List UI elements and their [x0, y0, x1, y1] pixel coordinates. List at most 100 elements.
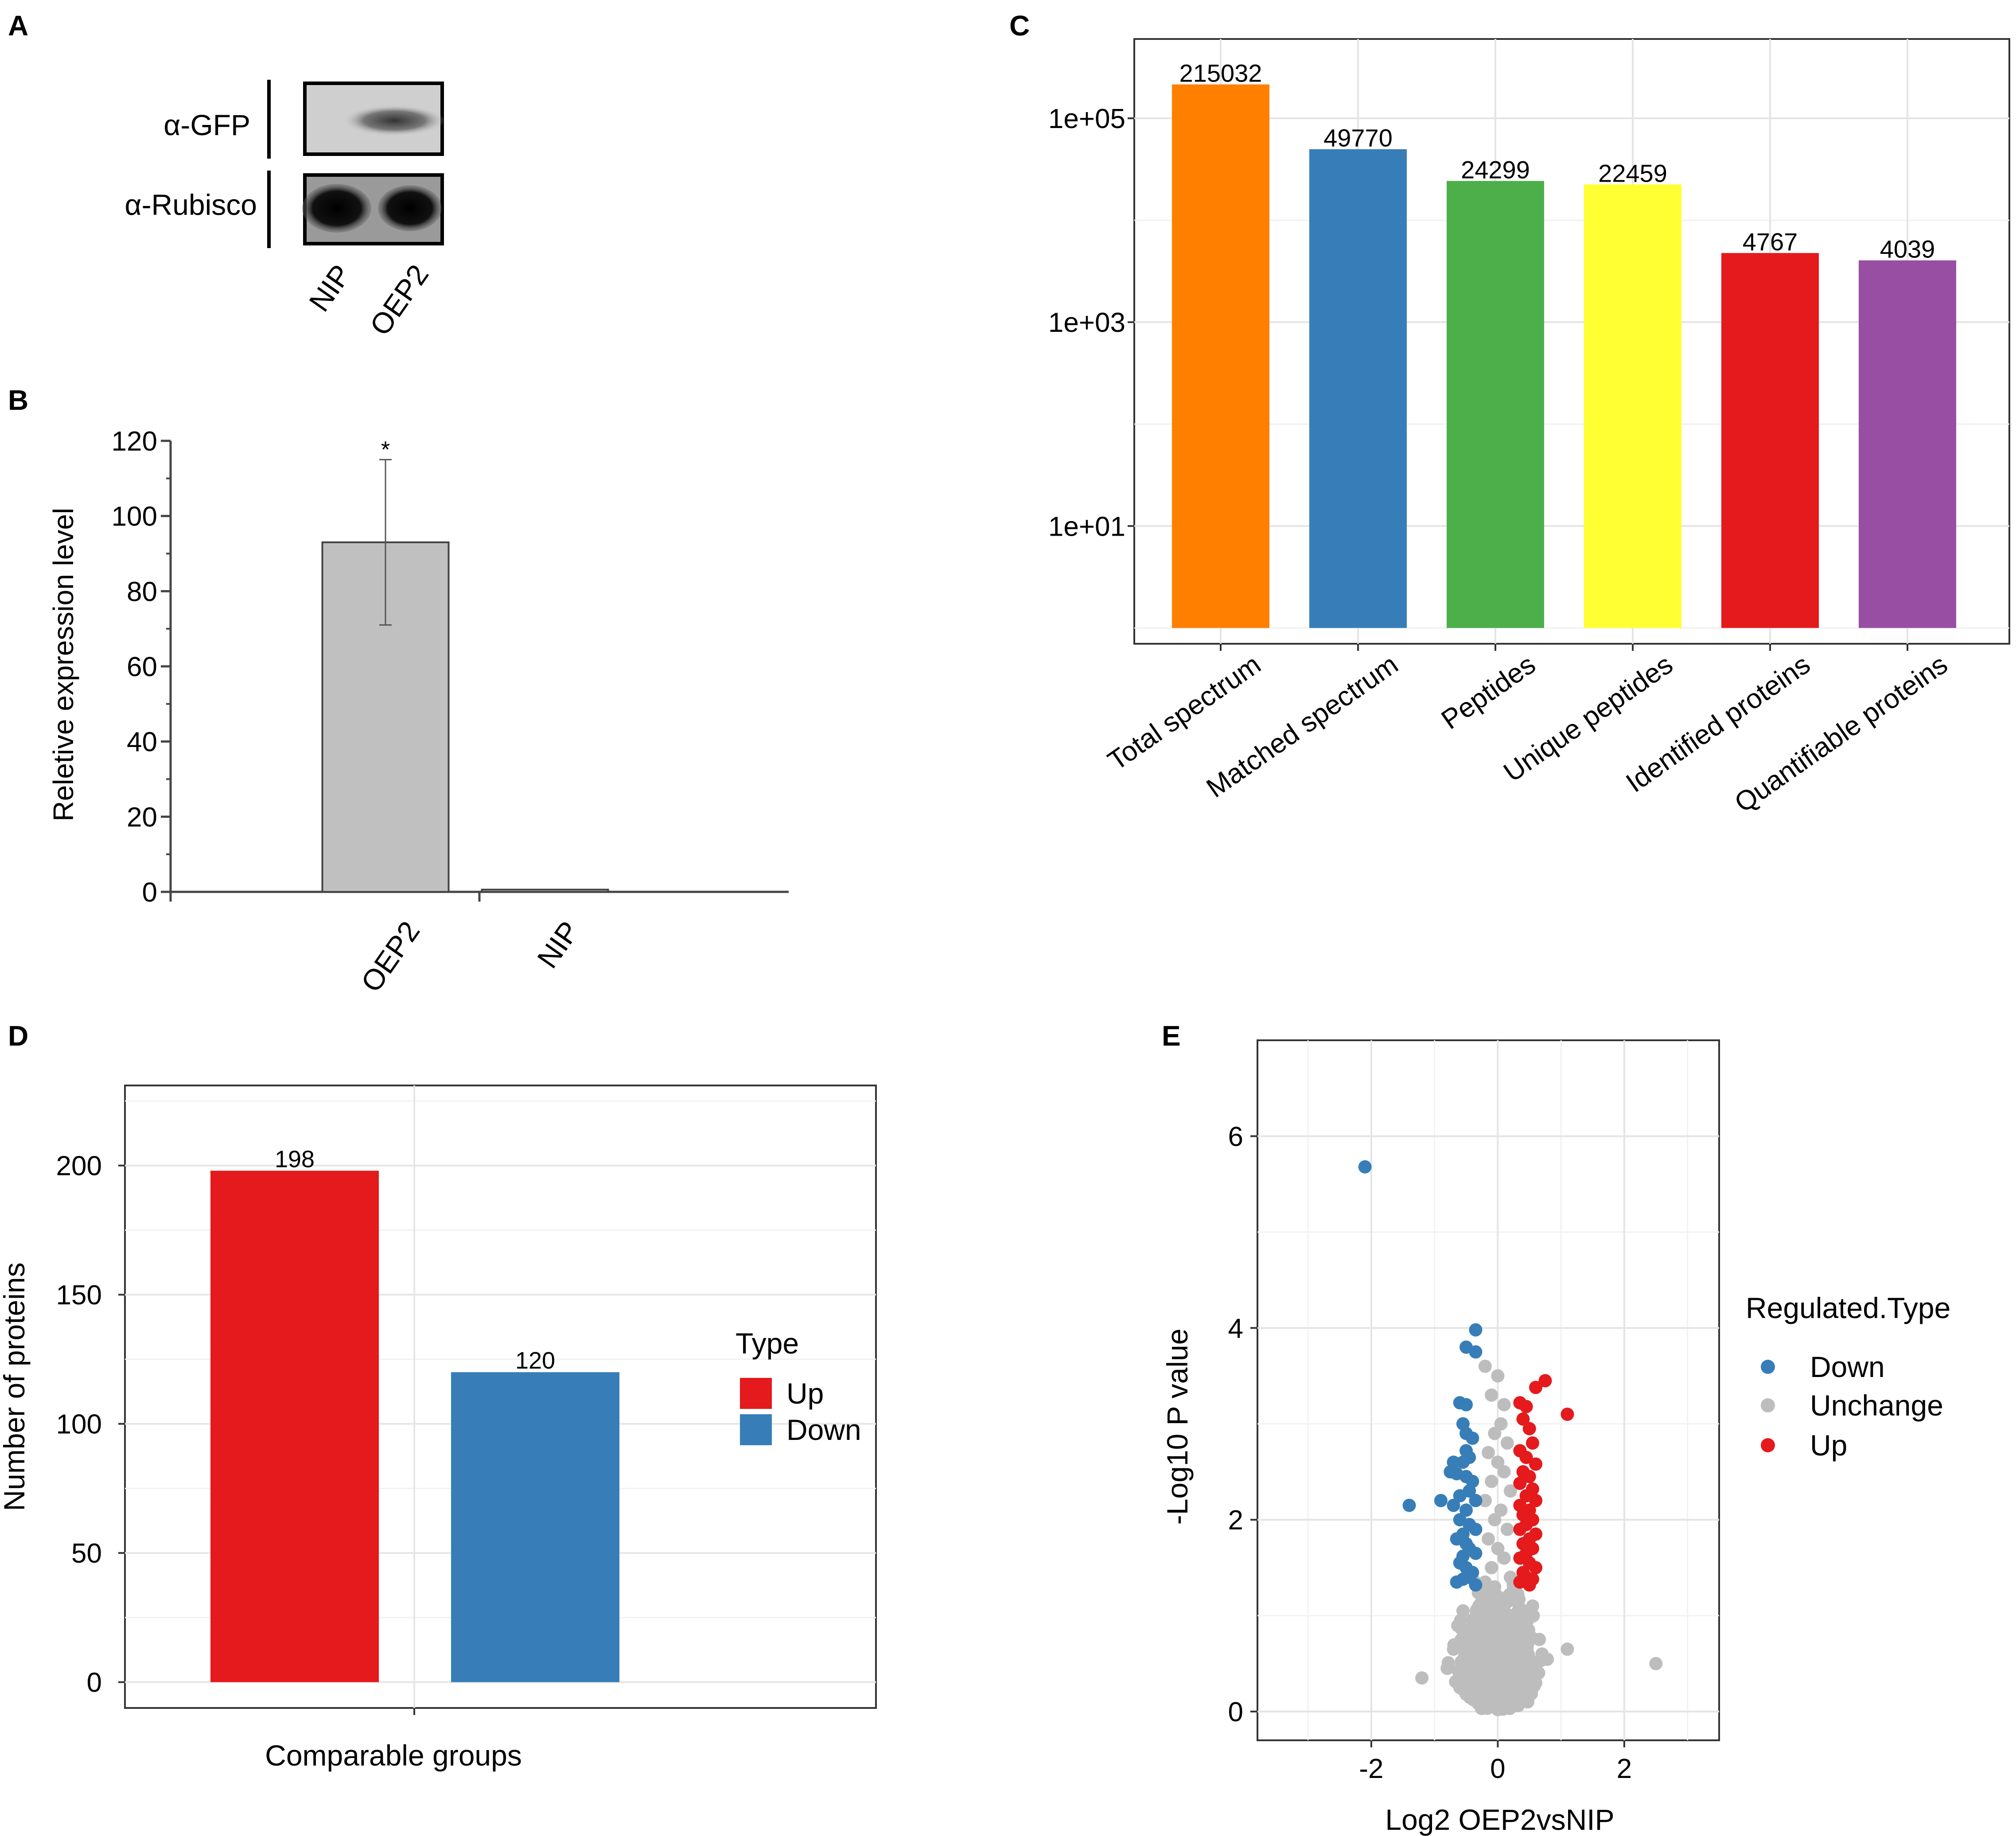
- chart-e-point-up: [1529, 1381, 1543, 1394]
- chart-e-legend-dot-down: [1761, 1360, 1775, 1374]
- chart-e-point-unchange: [1482, 1532, 1495, 1546]
- chart-e-point-unchange: [1478, 1359, 1492, 1373]
- chart-e-point-unchange: [1497, 1398, 1511, 1412]
- chart-e: -2 0 2 0 2 4 6 Log2 OEP2vsNIP -Log10 P value R…: [1161, 1039, 1950, 1836]
- chart-e-xtick-label: 2: [1617, 1754, 1632, 1784]
- chart-e-point-down: [1434, 1494, 1448, 1507]
- chart-b: 0 20 40 60 80 100 120 * Reletive expression le…: [47, 426, 789, 998]
- chart-e-ytick-label: 6: [1228, 1121, 1243, 1152]
- chart-e-legend-label-up: Up: [1810, 1429, 1847, 1462]
- chart-e-point-down: [1358, 1160, 1372, 1174]
- chart-e-point-unchange: [1491, 1369, 1505, 1383]
- chart-e-point-down: [1466, 1431, 1479, 1445]
- chart-d-ytick-label: 200: [56, 1151, 102, 1182]
- chart-e-point-up: [1529, 1457, 1543, 1471]
- chart-e-point-down: [1469, 1494, 1483, 1507]
- chart-e-point-unchange: [1478, 1494, 1492, 1507]
- chart-e-point-up: [1513, 1476, 1527, 1490]
- chart-e-ytick-label: 0: [1228, 1697, 1243, 1727]
- chart-e-point-unchange: [1415, 1671, 1429, 1685]
- chart-e-xtick-label: 0: [1490, 1754, 1505, 1784]
- chart-e-point-unchange: [1497, 1551, 1511, 1565]
- chart-e-legend-label-unchange: Unchange: [1810, 1389, 1943, 1422]
- chart-e-ytick-label: 2: [1228, 1505, 1243, 1536]
- chart-e-point-unchange: [1500, 1618, 1514, 1632]
- chart-e-point-unchange: [1498, 1643, 1511, 1657]
- blot-band-gfp-oep2: [343, 105, 445, 136]
- chart-b-ytick-label: 120: [112, 426, 157, 457]
- chart-e-legend-title: Regulated.Type: [1746, 1291, 1950, 1324]
- chart-e-point-up: [1516, 1412, 1530, 1426]
- chart-d-ytick-label: 0: [87, 1668, 102, 1698]
- chart-e-point-unchange: [1466, 1671, 1479, 1685]
- chart-e-point-up: [1519, 1451, 1533, 1464]
- panel-label-e: E: [1162, 1020, 1181, 1052]
- chart-d-legend-label-down: Down: [786, 1413, 861, 1446]
- chart-c: 1e+01 1e+03 1e+05 215032 49770 24299 22459 476…: [1048, 38, 2010, 819]
- chart-b-significance-label: *: [381, 437, 390, 463]
- chart-e-point-unchange: [1469, 1685, 1483, 1699]
- chart-e-point-unchange: [1491, 1703, 1505, 1716]
- chart-d-bar: [210, 1171, 379, 1682]
- chart-e-point-unchange: [1485, 1561, 1498, 1575]
- chart-e-point-unchange: [1447, 1642, 1460, 1656]
- chart-e-point-unchange: [1463, 1638, 1476, 1651]
- chart-c-data-label: 215032: [1179, 59, 1262, 87]
- chart-e-point-unchange: [1561, 1642, 1574, 1656]
- blot-row-label-rubisco: α-Rubisco: [125, 188, 257, 221]
- chart-e-point-unchange: [1503, 1484, 1517, 1498]
- chart-e-point-unchange: [1491, 1661, 1505, 1675]
- chart-e-point-unchange: [1513, 1614, 1527, 1627]
- chart-c-data-label: 49770: [1323, 124, 1393, 152]
- chart-e-point-down: [1459, 1503, 1473, 1517]
- chart-d-legend-swatch-down: [740, 1414, 772, 1445]
- chart-e-point-unchange: [1494, 1503, 1508, 1517]
- chart-e-point-unchange: [1488, 1580, 1502, 1594]
- chart-b-category-label-nip: NIP: [531, 915, 586, 974]
- chart-e-point-unchange: [1475, 1700, 1489, 1714]
- panel-label-c: C: [1009, 10, 1030, 42]
- chart-e-point-down: [1453, 1489, 1467, 1503]
- chart-e-legend-dot-unchange: [1761, 1398, 1775, 1412]
- blot-band-rubisco-nip: [302, 184, 371, 233]
- chart-c-bar: [1447, 181, 1544, 628]
- chart-e-point-down: [1469, 1546, 1483, 1560]
- chart-e-point-unchange: [1526, 1609, 1540, 1622]
- chart-e-point-up: [1529, 1494, 1543, 1507]
- chart-d-ytick-label: 100: [56, 1409, 102, 1440]
- chart-e-point-unchange: [1485, 1690, 1498, 1704]
- chart-e-ytick-label: 4: [1228, 1313, 1243, 1344]
- chart-e-point-unchange: [1491, 1542, 1505, 1556]
- chart-c-bar: [1859, 260, 1956, 628]
- chart-e-point-unchange: [1491, 1455, 1505, 1469]
- chart-e-point-unchange: [1488, 1427, 1502, 1440]
- chart-e-point-unchange: [1522, 1652, 1536, 1666]
- chart-e-point-unchange: [1472, 1599, 1486, 1613]
- chart-c-data-label: 4767: [1743, 228, 1798, 256]
- chart-e-point-unchange: [1453, 1680, 1467, 1694]
- chart-e-point-unchange: [1440, 1661, 1454, 1675]
- panel-label-b: B: [8, 384, 28, 416]
- chart-c-data-label: 24299: [1461, 156, 1530, 183]
- chart-e-point-down: [1469, 1323, 1483, 1337]
- chart-e-point-unchange: [1535, 1647, 1549, 1661]
- chart-e-point-unchange: [1494, 1676, 1508, 1690]
- chart-d-legend-label-up: Up: [786, 1377, 824, 1410]
- chart-e-point-unchange: [1488, 1513, 1502, 1527]
- chart-e-point-up: [1526, 1436, 1539, 1450]
- chart-e-point-unchange: [1482, 1647, 1495, 1661]
- chart-c-ytick-label: 1e+03: [1048, 307, 1125, 338]
- chart-c-bar: [1721, 253, 1819, 628]
- western-blot: α-GFP α-Rubisco NIP OEP2: [125, 80, 445, 341]
- chart-c-data-label: 4039: [1880, 235, 1935, 263]
- chart-e-point-unchange: [1485, 1474, 1498, 1488]
- chart-c-data-label: 22459: [1598, 159, 1667, 187]
- chart-c-ytick-label: 1e+01: [1048, 511, 1125, 542]
- blot-band-rubisco-oep2: [378, 185, 442, 231]
- chart-e-point-unchange: [1500, 1436, 1514, 1450]
- chart-b-bar: [321, 541, 450, 893]
- chart-c-bar: [1309, 149, 1407, 628]
- chart-e-point-unchange: [1456, 1604, 1470, 1618]
- chart-e-point-up: [1538, 1374, 1552, 1388]
